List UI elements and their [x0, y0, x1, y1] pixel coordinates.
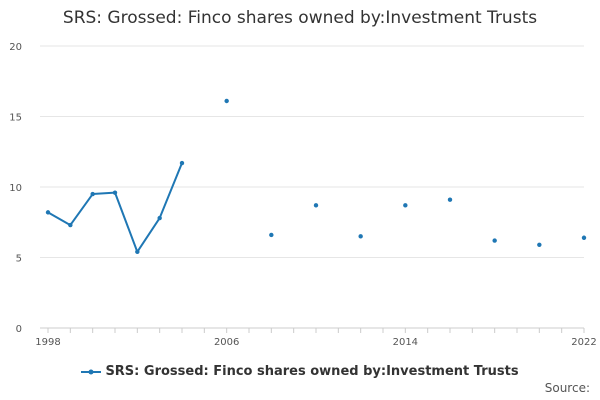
data-point[interactable] — [179, 160, 185, 166]
data-point[interactable] — [157, 215, 162, 221]
data-point[interactable] — [135, 249, 140, 255]
data-point[interactable] — [492, 238, 497, 243]
data-point[interactable] — [313, 203, 319, 208]
x-tick-label: 2006 — [214, 337, 239, 348]
data-point[interactable] — [447, 197, 453, 202]
data-point[interactable] — [68, 222, 73, 228]
x-tick-label: 1998 — [35, 337, 60, 348]
legend-swatch-icon — [81, 369, 102, 374]
data-point[interactable] — [269, 232, 274, 238]
chart-title: SRS: Grossed: Finco shares owned by:Inve… — [62, 8, 538, 28]
series-points — [45, 98, 587, 255]
data-point[interactable] — [581, 235, 587, 240]
data-point[interactable] — [358, 234, 363, 239]
data-point[interactable] — [45, 210, 51, 215]
data-point[interactable] — [90, 191, 95, 197]
y-tick-label: 20 — [9, 42, 22, 53]
legend-label: SRS: Grossed: Finco shares owned by:Inve… — [105, 364, 519, 379]
axes: 0 5 10 15 20 1998 2006 2014 2022 — [9, 42, 596, 348]
chart-legend[interactable]: SRS: Grossed: Finco shares owned by:Inve… — [0, 364, 600, 379]
series-lines — [47, 162, 183, 253]
y-tick-label: 10 — [9, 183, 22, 194]
data-point[interactable] — [112, 190, 118, 195]
gridlines — [40, 45, 584, 258]
y-tick-label: 15 — [9, 113, 22, 124]
data-point[interactable] — [224, 98, 229, 104]
x-tick-label: 2022 — [571, 337, 596, 348]
source-label: Source: — [544, 381, 590, 395]
y-tick-label: 0 — [16, 324, 22, 335]
data-point[interactable] — [537, 242, 542, 248]
series-line — [47, 162, 183, 253]
y-tick-label: 5 — [16, 254, 22, 265]
x-tick-label: 2014 — [393, 337, 418, 348]
data-point[interactable] — [403, 203, 408, 208]
